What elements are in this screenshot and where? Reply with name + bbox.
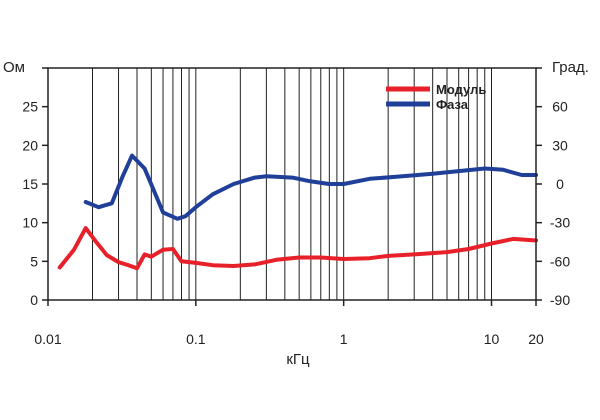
y-right-tick-label-1: -60 bbox=[550, 253, 570, 269]
x-axis-title: кГц bbox=[286, 351, 310, 368]
legend: Модуль Фаза bbox=[386, 82, 486, 112]
series-line-1 bbox=[83, 153, 538, 221]
x-tick-label-1: 0.1 bbox=[186, 331, 206, 347]
y-right-tick-label-5: 60 bbox=[552, 99, 568, 115]
legend-label-faza: Фаза bbox=[436, 97, 469, 112]
y-left-tick-label-1: 5 bbox=[30, 253, 38, 269]
y-right-tick-label-0: -90 bbox=[550, 292, 570, 308]
x-tick-label-3: 10 bbox=[484, 331, 500, 347]
x-tick-label-4: 20 bbox=[528, 331, 544, 347]
y-left-tick-label-4: 20 bbox=[22, 137, 38, 153]
y-left-tick-label-0: 0 bbox=[30, 292, 38, 308]
x-tick-label-0: 0.01 bbox=[34, 331, 61, 347]
y-left-tick-label-2: 10 bbox=[22, 215, 38, 231]
axes: 0 5 10 15 20 25 -90 -60 -30 0 30 60 0.01 0.1 1 10 20 bbox=[22, 67, 570, 347]
y-axis-right-title: Град. bbox=[552, 59, 589, 76]
y-left-tick-label-5: 25 bbox=[22, 99, 38, 115]
series-line-0 bbox=[57, 226, 538, 271]
y-left-tick-label-3: 15 bbox=[22, 176, 38, 192]
series-layer bbox=[57, 153, 538, 271]
x-tick-label-2: 1 bbox=[340, 331, 348, 347]
legend-label-modul: Модуль bbox=[436, 82, 486, 97]
y-axis-left-title: Ом bbox=[3, 59, 25, 76]
y-right-tick-label-3: 0 bbox=[556, 176, 564, 192]
y-right-tick-label-4: 30 bbox=[552, 137, 568, 153]
y-right-tick-label-2: -30 bbox=[550, 215, 570, 231]
